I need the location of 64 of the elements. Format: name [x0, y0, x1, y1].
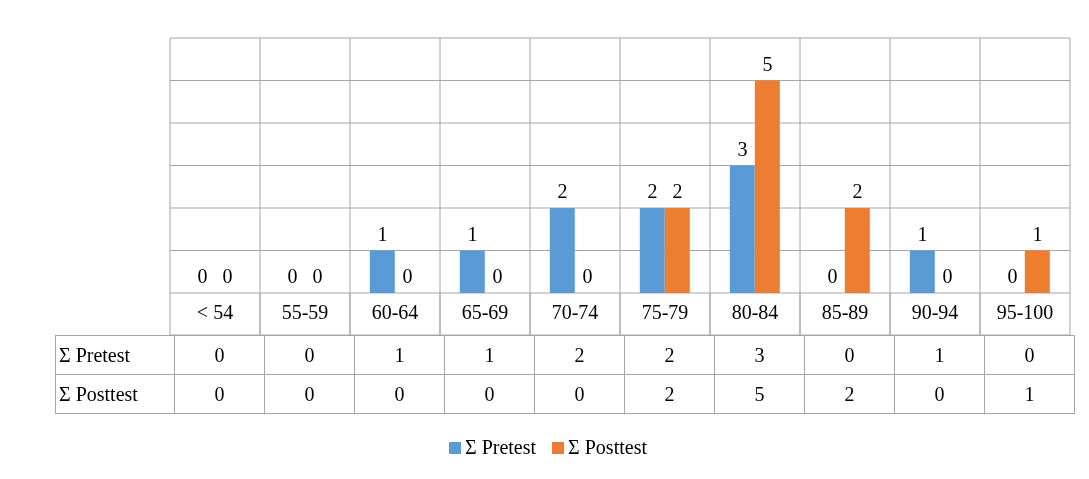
bar [369, 250, 395, 293]
text: 5 [714, 374, 805, 414]
text: 2 [534, 335, 625, 375]
data-label: 2 [647, 180, 658, 202]
x-tick-label: 65-69 [461, 300, 509, 323]
data-label: 0 [222, 265, 233, 287]
x-tick-label: 75-79 [641, 300, 689, 323]
data-label: 1 [467, 222, 478, 245]
data-label: 0 [492, 265, 503, 287]
data-label: 0 [197, 265, 208, 287]
x-tick-label: 95-100 [996, 300, 1054, 323]
bar [909, 250, 935, 293]
data-label: 3 [737, 137, 748, 160]
text: 2 [624, 335, 715, 375]
data-label: 0 [942, 265, 953, 287]
text: 0 [174, 374, 265, 414]
x-tick-label: 80-84 [731, 300, 779, 323]
x-tick-label: 60-64 [371, 300, 419, 323]
text: 1 [354, 335, 445, 375]
text: Σ Pretest [59, 343, 131, 366]
bar [549, 208, 575, 293]
data-label: 2 [852, 180, 863, 202]
text: 2 [624, 374, 715, 414]
data-label: 0 [827, 265, 838, 287]
text: 0 [354, 374, 445, 414]
x-tick-label: 90-94 [911, 300, 959, 323]
data-label: 0 [402, 265, 413, 287]
data-label: 0 [287, 265, 298, 287]
data-label: 1 [917, 222, 928, 245]
text: Σ Posttest [59, 382, 138, 405]
text: 0 [534, 374, 625, 414]
bar [1024, 250, 1050, 293]
data-label: 5 [762, 52, 773, 75]
bar [844, 208, 870, 293]
text: 0 [174, 335, 265, 375]
text: 1 [444, 335, 535, 375]
x-tick-label: < 54 [196, 300, 234, 323]
bar [664, 208, 690, 293]
data-label: 1 [377, 222, 388, 245]
data-label: 2 [557, 180, 568, 202]
data-label: 0 [1007, 265, 1018, 287]
bar [754, 80, 780, 293]
text: 1 [984, 374, 1075, 414]
text: 0 [984, 335, 1075, 375]
data-label: 2 [672, 180, 683, 202]
bar [459, 250, 485, 293]
text: 1 [894, 335, 985, 375]
x-tick-label: 85-89 [821, 300, 869, 323]
data-label: 1 [1032, 222, 1043, 245]
text: 0 [894, 374, 985, 414]
bar [639, 208, 665, 293]
data-label: 0 [312, 265, 323, 287]
text: 0 [804, 335, 895, 375]
text: 2 [804, 374, 895, 414]
data-label: 0 [582, 265, 593, 287]
legend-label: Σ Pretest [465, 436, 537, 459]
text: 3 [714, 335, 805, 375]
bar [729, 165, 755, 293]
x-tick-label: 55-59 [281, 300, 329, 323]
text: 0 [264, 374, 355, 414]
text: 0 [264, 335, 355, 375]
legend-label: Σ Posttest [568, 436, 647, 459]
text: 0 [444, 374, 535, 414]
x-tick-label: 70-74 [551, 300, 599, 323]
